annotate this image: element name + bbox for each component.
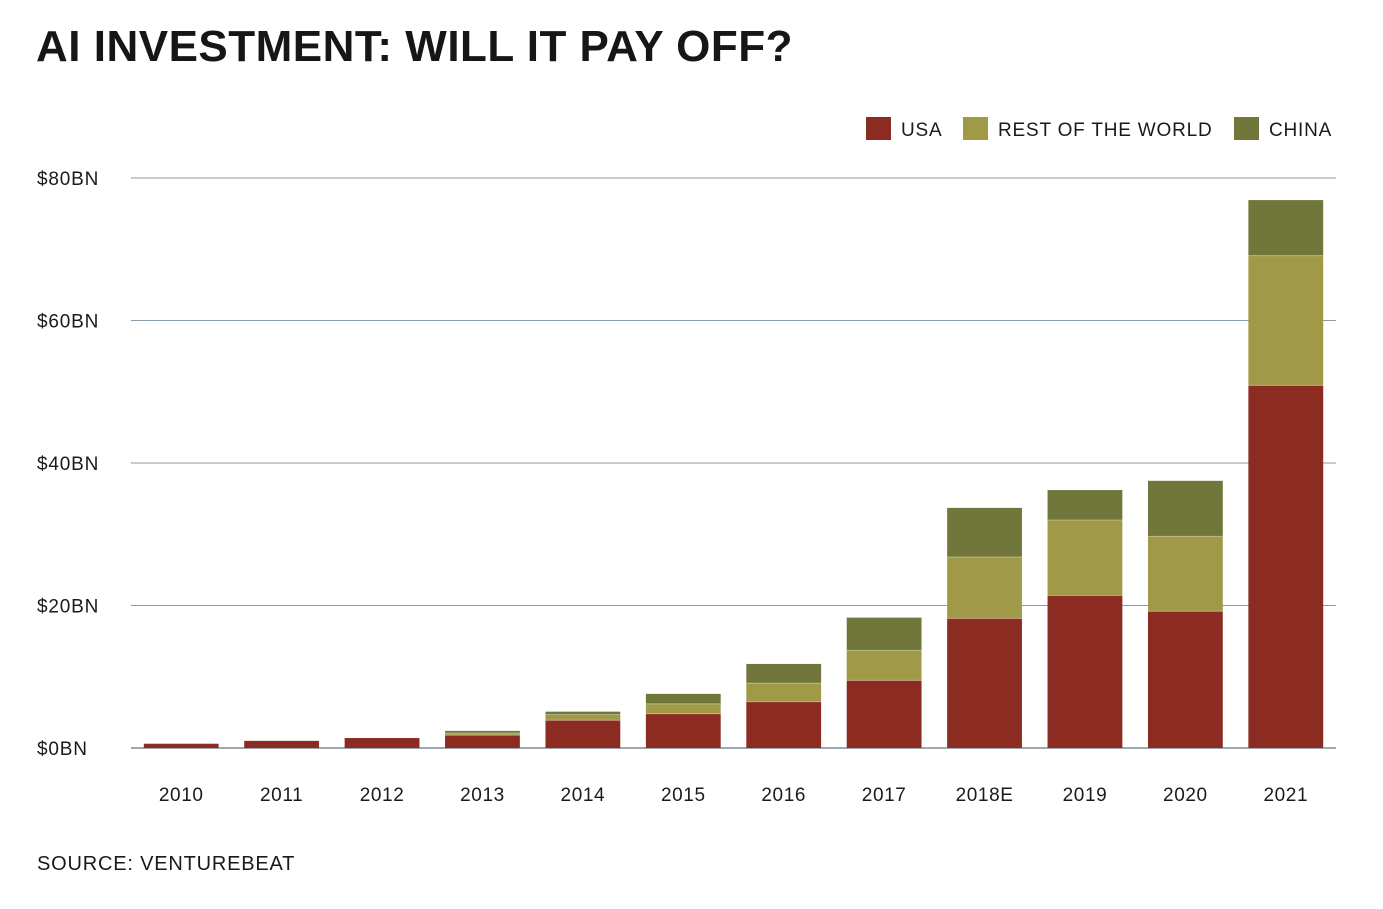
bar-segment bbox=[545, 711, 621, 715]
x-tick-label: 2010 bbox=[159, 785, 204, 806]
bar-segment bbox=[445, 735, 520, 748]
y-tick-label: $0BN bbox=[37, 739, 88, 760]
bar-segment bbox=[545, 720, 621, 748]
legend-swatch bbox=[963, 117, 988, 140]
bar-segment bbox=[645, 703, 721, 714]
x-tick-label: 2016 bbox=[761, 785, 806, 806]
bar-segment bbox=[445, 733, 520, 736]
bar-segment bbox=[645, 713, 721, 748]
x-tick-label: 2015 bbox=[661, 785, 706, 806]
bar-segment bbox=[1248, 385, 1324, 748]
x-tick-label: 2020 bbox=[1163, 785, 1208, 806]
bar-segment bbox=[1147, 536, 1223, 612]
bar-segment bbox=[746, 663, 822, 684]
bar-segment bbox=[846, 617, 922, 651]
y-tick-label: $60BN bbox=[37, 312, 99, 333]
x-axis-tick-labels: 2010 2011 2012 2013 2014 2015 2016 2017 2018E 201… bbox=[159, 785, 1308, 806]
x-tick-label: 2021 bbox=[1263, 785, 1308, 806]
gridlines bbox=[131, 177, 1336, 749]
legend-label: REST OF THE WORLD bbox=[998, 120, 1213, 141]
bar-segment bbox=[645, 693, 721, 704]
bar-segment bbox=[1248, 255, 1324, 386]
bar-segment bbox=[244, 740, 320, 748]
bar-segment bbox=[545, 714, 621, 721]
x-tick-label: 2011 bbox=[260, 785, 303, 806]
y-tick-label: $20BN bbox=[37, 597, 99, 618]
bar-segment bbox=[1147, 480, 1223, 537]
y-axis-tick-labels: $0BN $20BN $40BN $60BN $80BN bbox=[37, 169, 99, 760]
chart-title: AI INVESTMENT: WILL IT PAY OFF? bbox=[36, 22, 794, 71]
legend-label: USA bbox=[901, 120, 942, 141]
bar-segment bbox=[947, 618, 1022, 748]
bar-segment bbox=[344, 738, 420, 748]
bar-segment bbox=[846, 680, 922, 748]
legend-swatch bbox=[1234, 117, 1259, 140]
bar-segment bbox=[1047, 520, 1123, 596]
y-tick-label: $80BN bbox=[37, 169, 99, 190]
x-tick-label: 2018E bbox=[956, 785, 1014, 806]
bar-segment bbox=[1248, 200, 1324, 256]
legend: USA REST OF THE WORLD CHINA bbox=[866, 117, 1332, 141]
bar-segment bbox=[143, 743, 219, 748]
x-tick-label: 2019 bbox=[1063, 785, 1108, 806]
bar-segment bbox=[947, 557, 1022, 619]
bar-segment bbox=[746, 701, 822, 748]
y-tick-label: $40BN bbox=[37, 454, 99, 475]
bar-stacks bbox=[143, 200, 1324, 748]
x-tick-label: 2012 bbox=[360, 785, 405, 806]
source-note: SOURCE: VENTUREBEAT bbox=[37, 853, 296, 875]
bar-segment bbox=[445, 730, 520, 734]
bar-segment bbox=[1147, 611, 1223, 748]
x-tick-label: 2013 bbox=[460, 785, 505, 806]
bar-segment bbox=[846, 650, 922, 681]
legend-label: CHINA bbox=[1269, 120, 1332, 141]
bar-segment bbox=[746, 683, 822, 702]
bar-segment bbox=[1047, 490, 1123, 520]
legend-swatch bbox=[866, 117, 891, 140]
bar-segment bbox=[947, 507, 1022, 558]
x-tick-label: 2017 bbox=[862, 785, 907, 806]
x-tick-label: 2014 bbox=[561, 785, 606, 806]
bar-segment bbox=[1047, 595, 1123, 748]
